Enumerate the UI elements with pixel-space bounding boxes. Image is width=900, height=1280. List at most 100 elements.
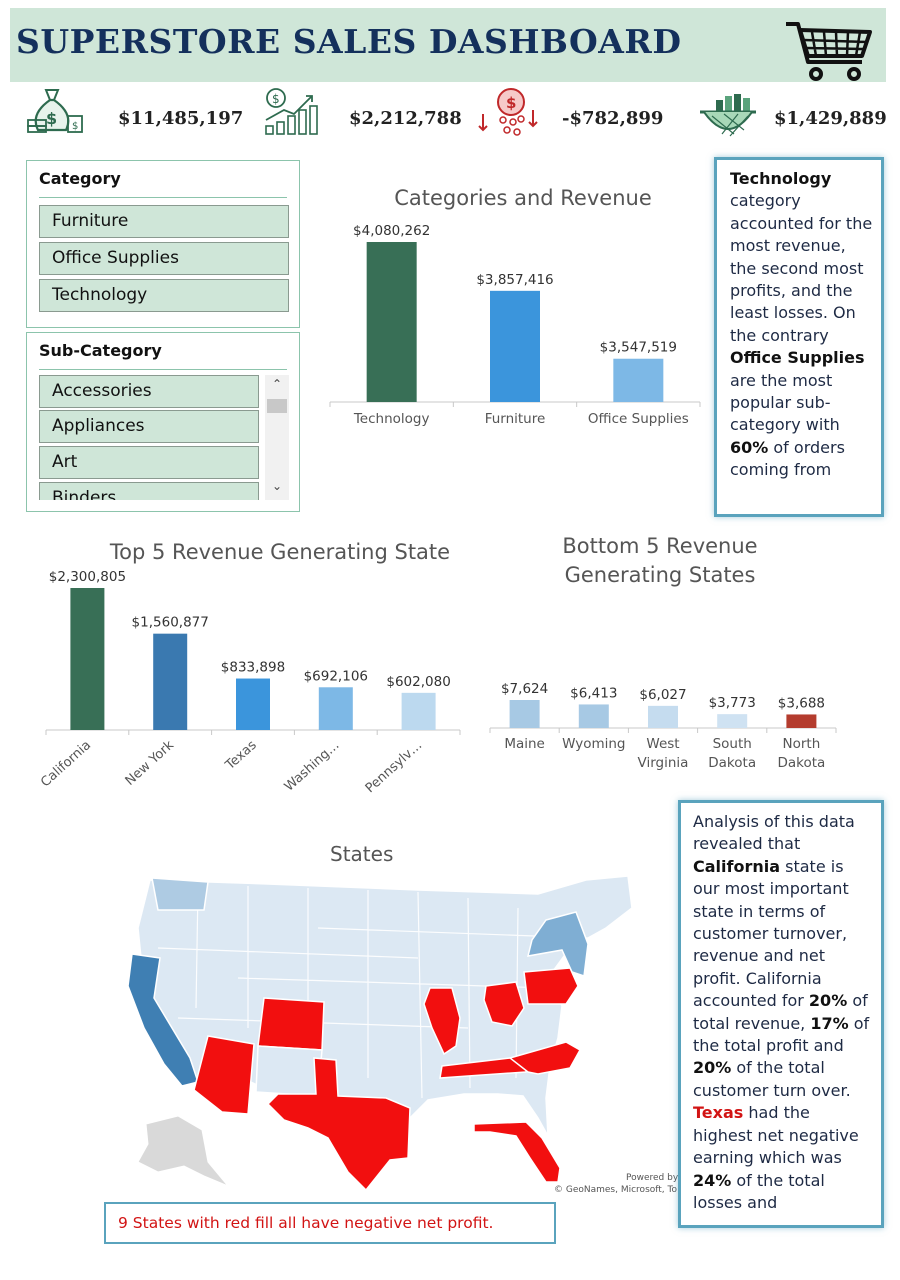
slicer-item-accessories[interactable]: Accessories bbox=[39, 375, 259, 408]
basket-icon bbox=[700, 94, 756, 137]
bottom5-states-chart: $7,624 Maine $6,413 Wyoming $6,027 West Virgin… bbox=[489, 681, 837, 771]
data-label: $6,027 bbox=[639, 687, 686, 703]
top5-chart-title: Top 5 Revenue Generating State bbox=[109, 540, 451, 564]
kpi-orders: $1,429,889 bbox=[688, 86, 888, 150]
map-state-florida bbox=[473, 1121, 561, 1183]
data-label: $1,560,877 bbox=[132, 615, 209, 631]
map-state-north-carolina bbox=[508, 1041, 582, 1075]
data-label: $2,300,805 bbox=[49, 569, 126, 585]
subcategory-slicer: Sub-Category Accessories Appliances Art … bbox=[26, 332, 300, 512]
shopping-cart-icon bbox=[786, 22, 872, 81]
california-insight-text: Analysis of this data revealed that Cali… bbox=[693, 812, 870, 1212]
map-state-texas bbox=[266, 1057, 411, 1192]
slicer-divider bbox=[39, 369, 287, 370]
data-label: $833,898 bbox=[221, 660, 285, 676]
map-state-colorado bbox=[255, 1045, 323, 1097]
data-label: $7,624 bbox=[501, 681, 548, 697]
bar[interactable] bbox=[490, 290, 540, 402]
kpi-profit: $ $2,212,788 bbox=[262, 86, 462, 150]
bottom5-chart-title: Bottom 5 Revenue Generating States bbox=[562, 534, 758, 587]
bar[interactable] bbox=[648, 705, 678, 728]
subcategory-list: Accessories Appliances Art Binders bbox=[39, 375, 261, 500]
svg-text:$: $ bbox=[46, 109, 57, 128]
svg-text:$: $ bbox=[272, 92, 280, 106]
bar[interactable] bbox=[578, 704, 609, 728]
category-label: Dakota bbox=[777, 755, 825, 771]
bar[interactable] bbox=[318, 687, 353, 730]
data-label: $3,773 bbox=[709, 695, 756, 711]
scroll-up-icon[interactable]: ⌃ bbox=[271, 377, 283, 391]
category-chart-title: Categories and Revenue bbox=[394, 186, 652, 210]
category-label: Wyoming bbox=[562, 736, 625, 752]
bar[interactable] bbox=[153, 633, 188, 730]
category-slicer: Category Furniture Office Supplies Techn… bbox=[26, 160, 300, 328]
bar[interactable] bbox=[401, 692, 436, 730]
bar[interactable] bbox=[236, 678, 270, 730]
category-label: Dakota bbox=[708, 755, 756, 771]
top5-states-chart: $2,300,805 California $1,560,877 New York $8… bbox=[38, 569, 461, 796]
dashboard-header: SUPERSTORE SALES DASHBOARD bbox=[10, 8, 886, 82]
category-label: Texas bbox=[222, 738, 260, 774]
california-insight-box: Analysis of this data revealed that Cali… bbox=[678, 800, 884, 1228]
category-label: Maine bbox=[504, 736, 545, 752]
data-label: $3,857,416 bbox=[476, 272, 553, 288]
map-state-wyoming bbox=[257, 997, 325, 1051]
category-label: Washing… bbox=[282, 738, 343, 795]
scroll-down-icon[interactable]: ⌄ bbox=[271, 479, 283, 493]
map-attribution: Powered by © GeoNames, Microsoft, To bbox=[554, 1173, 679, 1195]
slicer-divider bbox=[39, 197, 287, 198]
loss-coins-icon: $ bbox=[478, 88, 538, 136]
map-state-pennsylvania bbox=[523, 967, 579, 1005]
slicer-item-art[interactable]: Art bbox=[39, 446, 259, 479]
kpi-orders-value: $1,429,889 bbox=[774, 108, 887, 129]
category-label: California bbox=[38, 738, 94, 790]
map-state-california bbox=[127, 953, 199, 1087]
map-state-arizona bbox=[193, 1035, 255, 1115]
category-slicer-title: Category bbox=[39, 169, 121, 188]
bar[interactable] bbox=[786, 714, 817, 728]
data-label: $6,413 bbox=[570, 685, 617, 701]
slicer-item-binders[interactable]: Binders bbox=[39, 482, 259, 500]
svg-text:$: $ bbox=[506, 94, 516, 112]
slicer-item-appliances[interactable]: Appliances bbox=[39, 410, 259, 443]
category-label: Virginia bbox=[638, 755, 689, 771]
money-bag-icon: $ $ bbox=[27, 89, 83, 133]
subcategory-scrollbar[interactable]: ⌃ ⌄ bbox=[265, 375, 289, 500]
slicer-item-furniture[interactable]: Furniture bbox=[39, 205, 289, 238]
data-label: $692,106 bbox=[304, 668, 368, 684]
map-state-ohio bbox=[483, 981, 525, 1027]
category-label: Furniture bbox=[485, 411, 546, 427]
category-label: New York bbox=[123, 738, 178, 789]
bar[interactable] bbox=[509, 700, 540, 728]
bar[interactable] bbox=[613, 358, 664, 402]
category-label: Office Supplies bbox=[588, 411, 689, 427]
subcategory-slicer-title: Sub-Category bbox=[39, 341, 162, 360]
us-states-map bbox=[127, 875, 633, 1192]
kpi-revenue: $ $ $11,485,197 bbox=[24, 86, 243, 150]
category-label: Technology bbox=[353, 411, 430, 427]
bar[interactable] bbox=[366, 242, 417, 402]
scroll-thumb[interactable] bbox=[267, 399, 287, 413]
category-label: West bbox=[646, 736, 679, 752]
slicer-item-office-supplies[interactable]: Office Supplies bbox=[39, 242, 289, 275]
category-revenue-chart: $4,080,262 Technology $3,857,416 Furniture $… bbox=[329, 223, 701, 427]
data-label: $4,080,262 bbox=[353, 223, 430, 239]
map-state-illinois bbox=[423, 987, 461, 1056]
growth-chart-icon: $ bbox=[265, 88, 318, 135]
data-label: $602,080 bbox=[386, 674, 450, 690]
technology-insight-box: Technology category accounted for the mo… bbox=[714, 157, 884, 517]
bar[interactable] bbox=[70, 588, 105, 730]
map-state-washington bbox=[151, 877, 209, 911]
technology-insight-text: Technology category accounted for the mo… bbox=[730, 169, 873, 480]
category-label: North bbox=[783, 736, 821, 752]
map-title: States bbox=[330, 842, 394, 866]
map-state-alaska bbox=[137, 1115, 229, 1187]
negative-profit-note: 9 States with red fill all have negative… bbox=[104, 1202, 556, 1244]
dashboard-title: SUPERSTORE SALES DASHBOARD bbox=[16, 22, 682, 61]
kpi-loss-value: -$782,899 bbox=[562, 108, 664, 129]
category-label: Pennsylv… bbox=[363, 738, 426, 796]
bar[interactable] bbox=[717, 714, 748, 728]
slicer-item-technology[interactable]: Technology bbox=[39, 279, 289, 312]
category-label: South bbox=[713, 736, 752, 752]
kpi-profit-value: $2,212,788 bbox=[349, 108, 462, 129]
